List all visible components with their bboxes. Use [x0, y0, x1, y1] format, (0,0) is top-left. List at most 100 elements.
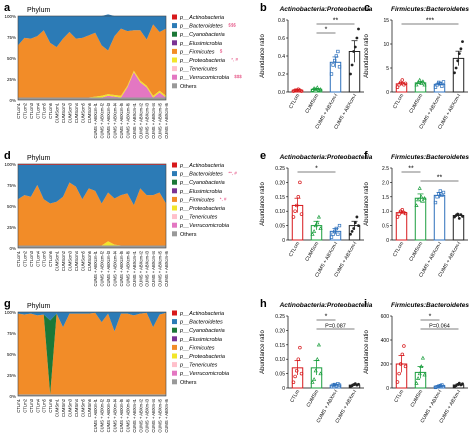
sample-label: CTLcm5 — [42, 102, 47, 118]
panel-title: Firmicutes:Bacteroidetes — [391, 6, 469, 13]
legend-label: p__Bacteroidetes — [179, 172, 223, 178]
sample-label: CUMS + ABXm-l3 — [106, 398, 111, 432]
data-point — [457, 217, 461, 220]
plot-frame — [17, 311, 167, 397]
sample-label: CUMS + ABXcm-I5 — [158, 250, 163, 286]
y-tick-label: 400 — [381, 338, 390, 344]
ytick-label: 0% — [9, 246, 16, 251]
data-point — [397, 83, 401, 87]
data-point — [333, 58, 337, 63]
mean-bar — [395, 212, 408, 241]
sample-label: CUMS + ABXm-l6 — [125, 398, 130, 432]
y-tick-label: 0.0 — [278, 90, 285, 96]
data-point — [414, 82, 419, 87]
sample-label: CUMS + ABXcm-I3 — [145, 250, 150, 286]
data-point — [357, 27, 360, 31]
data-point — [294, 203, 299, 208]
y-tick-label: 10 — [383, 42, 389, 48]
data-point — [414, 203, 419, 207]
y-tick-label: 0.15 — [275, 343, 285, 349]
panel-c: c Firmicutes:Bacteroidetes Abundance ratio… — [364, 2, 469, 131]
data-point — [453, 71, 456, 75]
legend-swatch — [172, 196, 177, 202]
y-tick-label: 2.5 — [382, 166, 389, 172]
data-point — [349, 72, 352, 76]
sample-label: CUMS + ABXcm-l2 — [100, 102, 105, 138]
x-tick-label: CUMS + ABXm-I — [334, 389, 358, 424]
data-point — [318, 371, 323, 376]
data-point — [400, 208, 405, 212]
x-tick-label: CUMScm — [304, 93, 320, 115]
panel-letter: d — [4, 150, 11, 162]
sample-label: CTLm3 — [29, 398, 34, 412]
sample-label: CUMS + ABXcm-I2 — [138, 250, 143, 286]
data-point — [459, 47, 463, 51]
data-point — [433, 200, 438, 205]
legend-swatch — [172, 31, 177, 37]
legend-label: p__Verrucomicrobia — [179, 371, 229, 377]
data-point — [291, 215, 296, 219]
y-tick-label: 0.8 — [278, 18, 285, 24]
sample-label: CUMSm1 — [55, 398, 60, 417]
sample-label: CUMSm2 — [61, 398, 66, 417]
y-tick-label: 0.15 — [275, 195, 285, 201]
sample-label: CUMS + ABXcm-I4 — [151, 250, 156, 286]
data-point — [353, 221, 357, 225]
data-point — [316, 214, 321, 219]
data-point — [352, 227, 356, 230]
data-point — [416, 376, 421, 380]
data-point — [398, 80, 403, 85]
sample-label: CUMS + ABXcm-I2 — [138, 102, 143, 138]
legend-swatch — [172, 214, 177, 220]
panel-letter: a — [4, 2, 11, 14]
stack-title: Phylum — [27, 303, 51, 310]
sample-label: CTLcm1 — [16, 102, 21, 118]
data-point — [337, 65, 342, 69]
ytick-label: 50% — [7, 56, 16, 61]
legend-significance-mark: $ — [220, 48, 223, 53]
x-tick-label: CUMScm — [304, 241, 320, 263]
ytick-label: 50% — [7, 352, 16, 357]
significance-label: ** — [437, 175, 443, 182]
data-point — [318, 87, 323, 91]
sample-label: CTLm4 — [35, 398, 40, 412]
sample-label: CTLcm2 — [22, 250, 27, 266]
legend-swatch — [172, 74, 177, 80]
sample-label: CUMS + ABXm-l1 — [93, 398, 98, 432]
data-point — [403, 211, 408, 216]
sample-label: CUMSm3 — [67, 398, 72, 417]
data-point — [422, 196, 427, 200]
data-point — [298, 180, 302, 185]
data-point — [336, 232, 340, 236]
legend-swatch — [172, 179, 177, 185]
data-point — [416, 197, 421, 202]
data-point — [441, 384, 446, 389]
sample-label: CUMS + ABXcm-l4 — [113, 250, 118, 286]
y-tick-label: 0.05 — [275, 372, 285, 378]
ytick-label: 100% — [4, 14, 16, 19]
sample-label: CUMScm5 — [80, 250, 85, 271]
y-tick-label: 0 — [282, 386, 285, 392]
significance-label: * — [315, 166, 318, 173]
significance-label: *** — [426, 18, 434, 25]
ytick-label: 25% — [7, 225, 16, 230]
data-point — [357, 224, 360, 228]
data-point — [357, 382, 360, 386]
y-tick-label: 0 — [386, 238, 389, 244]
sample-label: CUMS + ABXcm-I6 — [164, 102, 169, 138]
data-point — [461, 40, 464, 43]
significance-label: P=0.064 — [429, 324, 450, 330]
data-point — [417, 185, 422, 190]
data-point — [395, 215, 400, 219]
legend-label: p__Cyanobacteria — [179, 328, 225, 334]
sample-label: CUMScm4 — [74, 250, 79, 271]
x-tick-label: CUMScm — [408, 93, 424, 115]
data-point — [312, 229, 317, 233]
legend-label: p__Firmicutes — [179, 197, 215, 203]
data-point — [420, 79, 425, 83]
y-tick-label: 1.5 — [382, 195, 389, 201]
area-others — [18, 394, 166, 396]
legend-label: p__Firmicutes — [179, 49, 215, 55]
data-point — [313, 368, 318, 373]
x-tick-label: CUMScm — [408, 241, 424, 263]
